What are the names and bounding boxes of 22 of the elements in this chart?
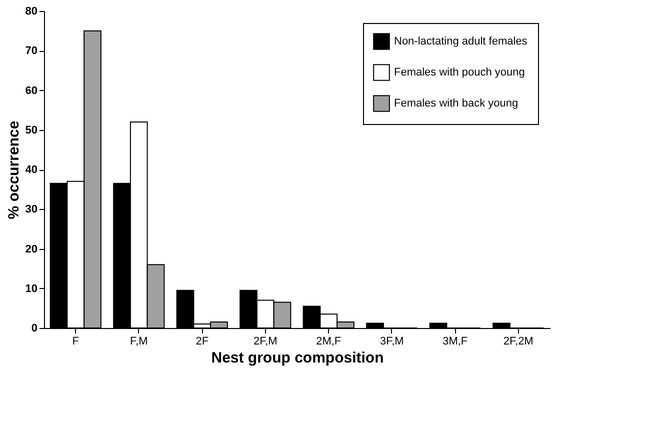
x-tick-label: 2F,2M	[503, 336, 534, 348]
x-tick-label: F	[72, 336, 80, 348]
x-tick-label: 3M,F	[442, 336, 468, 348]
x-tick-label: 2F,M	[253, 336, 278, 348]
x-tick-label: F,M	[130, 336, 148, 348]
y-tick-label: 0	[31, 322, 38, 334]
y-tick-label: 30	[25, 204, 38, 216]
y-tick-label: 10	[25, 282, 38, 295]
y-axis-title: % occurrence	[5, 120, 22, 220]
legend-label: Females with back young	[394, 98, 518, 110]
y-tick-label: 60	[25, 84, 38, 97]
legend-label: Non-lactating adult females	[394, 36, 528, 48]
legend-label: Females with pouch young	[394, 66, 525, 78]
x-tick-label: 3F,M	[380, 336, 404, 348]
y-tick-label: 50	[25, 124, 38, 136]
x-axis-title: Nest group composition	[211, 350, 384, 366]
x-tick-label: 2F	[196, 336, 209, 348]
y-tick-label: 20	[25, 243, 38, 256]
y-tick-label: 80	[25, 6, 38, 18]
y-tick-label: 70	[25, 45, 38, 58]
y-tick-label: 40	[25, 164, 38, 176]
x-tick-label: 2M,F	[316, 336, 342, 348]
